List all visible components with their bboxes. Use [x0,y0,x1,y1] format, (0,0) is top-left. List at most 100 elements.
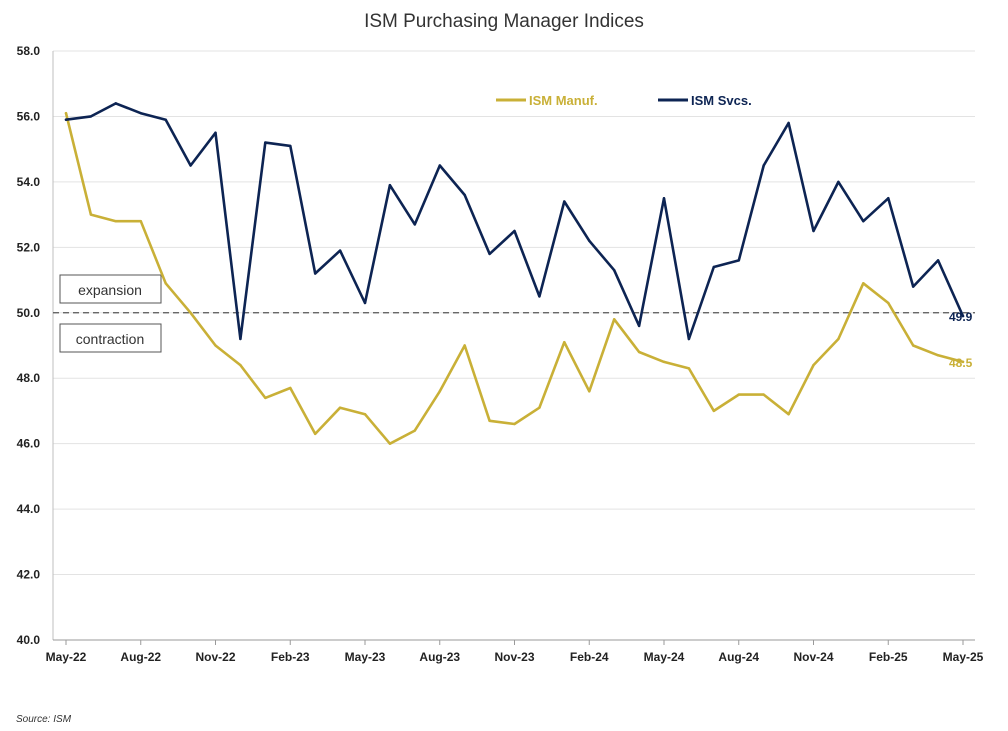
data-point-ism-manuf [413,429,417,432]
data-point-ism-svcs [463,193,466,197]
data-point-ism-manuf [737,393,740,396]
data-point-ism-svcs [737,259,740,262]
x-tick-label: May-24 [644,650,685,664]
data-point-ism-manuf [164,282,167,285]
x-tick-label: Aug-22 [120,650,161,664]
data-point-ism-svcs [911,285,915,288]
data-point-ism-svcs [338,249,342,252]
x-tick-label: Feb-25 [869,650,908,664]
x-tick-label: Aug-23 [419,650,460,664]
data-point-ism-svcs [787,121,790,125]
y-tick-label: 52.0 [17,240,41,254]
data-point-ism-svcs [513,229,516,233]
series-line-ism-svcs [64,102,965,341]
x-tick-label: Nov-22 [195,650,235,664]
data-point-ism-manuf [812,363,815,367]
data-point-ism-manuf [114,219,118,223]
data-point-ism-svcs [961,314,965,318]
x-tick-label: May-23 [345,650,386,664]
y-tick-label: 56.0 [17,109,41,123]
data-point-ism-svcs [862,219,865,223]
data-point-ism-manuf [89,213,93,216]
data-point-ism-svcs [89,115,93,118]
end-label-ism-svcs: 49.9 [949,310,973,324]
data-point-ism-svcs [363,301,367,305]
data-point-ism-manuf [388,442,392,445]
data-point-ism-svcs [114,102,118,105]
y-tick-label: 48.0 [17,371,41,385]
data-point-ism-manuf [936,354,940,357]
legend-label-ism-svcs: ISM Svcs. [691,93,752,108]
data-point-ism-manuf [214,344,217,347]
data-point-ism-svcs [936,259,940,262]
y-tick-label: 40.0 [17,633,41,647]
data-point-ism-manuf [961,360,965,364]
data-point-ism-svcs [214,131,217,135]
data-point-ism-svcs [264,141,267,144]
expansion-label: expansion [78,282,142,298]
data-point-ism-svcs [588,239,591,242]
y-tick-label: 46.0 [17,437,41,451]
data-point-ism-manuf [712,409,716,413]
x-tick-label: Nov-23 [494,650,534,664]
data-point-ism-svcs [637,324,641,328]
data-point-ism-svcs [413,223,417,226]
data-point-ism-svcs [313,272,317,275]
data-point-ism-manuf [862,282,865,285]
data-point-ism-svcs [388,183,392,187]
legend: ISM Manuf. ISM Svcs. [496,93,752,108]
y-axis: 40.0 42.0 44.0 46.0 48.0 50.0 52.0 54.0 56.0 58.0 [17,44,54,647]
data-point-ism-svcs [612,269,616,272]
end-label-ism-manuf: 48.5 [949,356,973,370]
data-point-ism-manuf [239,363,242,367]
data-point-ism-manuf [64,111,68,115]
contraction-label-box: contraction [59,323,162,353]
data-point-ism-svcs [662,197,666,200]
data-point-ism-manuf [513,422,516,426]
legend-label-ism-manuf: ISM Manuf. [529,93,598,108]
data-point-ism-manuf [563,341,566,344]
data-point-ism-svcs [139,111,142,115]
data-point-ism-manuf [363,413,367,416]
y-tick-label: 42.0 [17,568,41,582]
data-point-ism-svcs [438,164,441,167]
data-point-ism-svcs [712,265,716,269]
x-tick-label: May-22 [46,650,87,664]
data-point-ism-svcs [239,337,242,341]
data-point-ism-manuf [289,386,292,390]
data-point-ism-svcs [189,164,192,167]
expansion-label-box: expansion [59,274,162,304]
data-point-ism-manuf [662,360,666,364]
data-point-ism-manuf [588,390,591,393]
data-point-ism-svcs [837,180,840,184]
x-axis: May-22 Aug-22 Nov-22 Feb-23 May-23 Aug-23 Nov-… [46,639,984,664]
data-point-ism-manuf [264,396,267,400]
y-tick-label: 54.0 [17,175,41,189]
data-point-ism-manuf [139,219,142,223]
data-point-ism-svcs [538,295,541,298]
data-point-ism-svcs [762,164,765,167]
data-point-ism-manuf [313,432,317,436]
data-point-ism-manuf [911,344,915,347]
x-tick-label: Aug-24 [718,650,759,664]
data-point-ism-manuf [189,311,192,314]
y-tick-label: 58.0 [17,44,41,58]
data-point-ism-manuf [837,337,840,341]
series-line-ism-manuf [64,111,965,446]
data-point-ism-manuf [338,406,342,409]
data-point-ism-manuf [438,390,441,393]
data-point-ism-manuf [612,318,616,321]
x-tick-label: Nov-24 [793,650,833,664]
contraction-label: contraction [76,331,144,347]
data-point-ism-svcs [812,229,815,233]
data-point-ism-manuf [538,406,541,409]
data-point-ism-svcs [64,118,68,121]
x-tick-label: Feb-23 [271,650,310,664]
chart-title: ISM Purchasing Manager Indices [364,11,644,32]
data-point-ism-manuf [887,301,890,305]
data-point-ism-manuf [637,350,641,354]
y-tick-label: 44.0 [17,502,41,516]
data-point-ism-svcs [164,118,167,121]
data-point-ism-svcs [563,200,566,203]
